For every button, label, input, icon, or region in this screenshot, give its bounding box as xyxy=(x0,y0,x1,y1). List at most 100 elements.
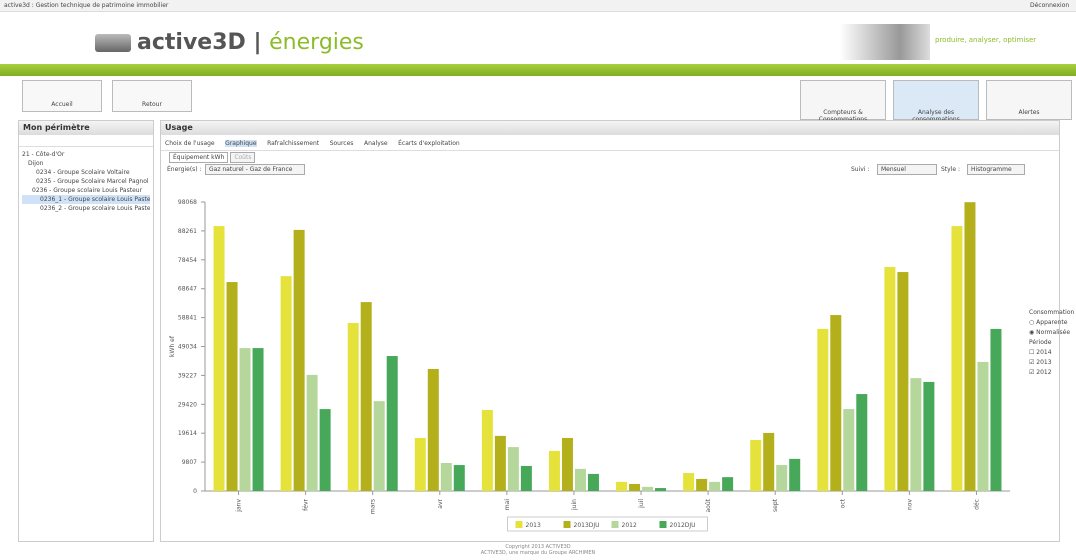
tab[interactable]: Coûts xyxy=(230,152,255,163)
logout[interactable]: Déconnexion xyxy=(1030,2,1069,9)
x-tick-label: août xyxy=(705,498,712,512)
bar xyxy=(588,474,599,491)
checkbox-label: 2013 xyxy=(1036,359,1051,366)
tree-item[interactable]: 0236_1 - Groupe scolaire Louis Pasteur xyxy=(22,195,150,204)
bar xyxy=(227,282,238,491)
bar xyxy=(307,375,318,491)
y-tick-label: 98068 xyxy=(178,199,197,206)
bar xyxy=(910,378,921,491)
filters: Énergie(s) : Gaz naturel - Gaz de France… xyxy=(161,164,1059,178)
bar xyxy=(240,348,251,491)
page: active3d : Gestion technique de patrimoi… xyxy=(0,0,1076,560)
x-tick-label: sept xyxy=(772,498,779,512)
bar xyxy=(722,477,733,491)
tree-item[interactable]: 21 - Côte-d'Or xyxy=(22,150,150,159)
tree-item[interactable]: 0235 - Groupe Scolaire Marcel Pagnol xyxy=(22,177,150,186)
bar xyxy=(281,276,292,491)
green-band xyxy=(0,64,1076,76)
legend-label: 2013DJU xyxy=(574,522,600,529)
checkbox-label: 2014 xyxy=(1036,349,1051,356)
x-tick-label: janv xyxy=(236,499,243,513)
y-tick-label: 58841 xyxy=(178,315,197,322)
bar xyxy=(562,438,573,491)
meters-button[interactable]: Compteurs & Consommations xyxy=(800,80,886,120)
tree-item[interactable]: Dijon xyxy=(22,159,150,168)
bar xyxy=(361,302,372,491)
x-tick-label: déc xyxy=(973,499,980,510)
bar xyxy=(817,329,828,491)
period-label: Suivi : xyxy=(851,166,869,173)
back-button[interactable]: Retour xyxy=(112,80,192,112)
sidebar-title: Mon périmètre xyxy=(19,121,153,135)
toolbar-item[interactable]: Sources xyxy=(330,140,354,147)
bar xyxy=(642,487,653,491)
bar xyxy=(616,482,627,491)
x-tick-label: mars xyxy=(370,499,377,514)
bar xyxy=(214,226,225,491)
bar xyxy=(374,401,385,491)
energy-select[interactable]: Gaz naturel - Gaz de France xyxy=(205,164,305,175)
bar xyxy=(253,348,264,491)
toolbar-item[interactable]: Graphique xyxy=(225,140,256,147)
toolbar-item[interactable]: Choix de l'usage xyxy=(165,140,215,147)
toolbar-item[interactable]: Rafraîchissement xyxy=(267,140,319,147)
bar xyxy=(495,436,506,491)
period-select[interactable]: Mensuel xyxy=(877,164,937,175)
checkbox[interactable]: ☑ 2012 xyxy=(1029,369,1074,376)
checkbox[interactable]: ☐ 2014 xyxy=(1029,349,1074,356)
toolbar-item[interactable]: Écarts d'exploitation xyxy=(398,140,460,147)
style-select[interactable]: Histogramme xyxy=(967,164,1025,175)
radio[interactable]: ◉ Normalisée xyxy=(1029,329,1074,336)
toolbar-item[interactable]: Analyse xyxy=(364,140,388,147)
y-tick-label: 0 xyxy=(193,488,197,495)
checkbox-label: 2012 xyxy=(1036,369,1051,376)
y-tick-label: 78454 xyxy=(178,257,197,264)
legend-label: 2012 xyxy=(622,522,637,529)
x-tick-label: oct xyxy=(839,498,846,508)
style-label: Style : xyxy=(941,166,960,173)
alerts-button[interactable]: Alertes xyxy=(986,80,1072,120)
sidebar: Mon périmètre 21 - Côte-d'Or Dijon 0234 … xyxy=(18,120,154,542)
bar xyxy=(629,484,640,491)
legend-label: 2012DJU xyxy=(670,522,696,529)
bar xyxy=(428,369,439,491)
sidebar-search xyxy=(19,135,153,147)
legend-swatch xyxy=(660,521,667,528)
toolbar: Choix de l'usage Graphique Rafraîchissem… xyxy=(161,135,1059,151)
checkbox[interactable]: ☑ 2013 xyxy=(1029,359,1074,366)
top-bar: active3d : Gestion technique de patrimoi… xyxy=(0,0,1076,12)
bar xyxy=(454,465,465,491)
tree-item[interactable]: 0236_2 - Groupe scolaire Louis Pasteur xyxy=(22,204,150,213)
bar xyxy=(776,465,787,491)
logo-suffix: énergies xyxy=(269,30,364,55)
bar xyxy=(320,409,331,491)
bar xyxy=(415,438,426,491)
x-tick-label: nov xyxy=(906,499,913,510)
copyright: ACTIVE3D, une marque du Groupe ARCHIMEN xyxy=(0,550,1076,556)
bar xyxy=(521,466,532,491)
tree-item[interactable]: 0234 - Groupe Scolaire Voltaire xyxy=(22,168,150,177)
logo: active3D | énergies xyxy=(95,30,364,55)
radio[interactable]: ○ Apparente xyxy=(1029,319,1074,326)
y-tick-label: 49034 xyxy=(178,344,197,351)
home-button[interactable]: Accueil xyxy=(22,80,102,112)
tab[interactable]: Équipement kWh xyxy=(169,152,228,163)
logo-text: active3D xyxy=(137,30,246,55)
bar xyxy=(750,440,761,491)
bar xyxy=(709,482,720,491)
main-title: Usage xyxy=(161,121,1059,135)
y-tick-label: 29420 xyxy=(178,401,197,408)
tree-item[interactable]: 0236 - Groupe scolaire Louis Pasteur xyxy=(22,186,150,195)
analysis-button[interactable]: Analyse des consommations xyxy=(893,80,979,120)
energy-label: Énergie(s) : xyxy=(167,166,202,173)
tree: 21 - Côte-d'Or Dijon 0234 - Groupe Scola… xyxy=(19,147,153,216)
bar xyxy=(482,410,493,491)
legend-swatch xyxy=(516,521,523,528)
x-tick-label: févr xyxy=(303,498,310,510)
y-axis-label: kWh ef xyxy=(169,335,176,357)
bar xyxy=(348,323,359,491)
legend-swatch xyxy=(612,521,619,528)
tabs: Équipement kWh Coûts xyxy=(161,151,1059,164)
footer: Copyright 2013 ACTIVE3D ACTIVE3D, une ma… xyxy=(0,544,1076,556)
bar xyxy=(789,459,800,491)
